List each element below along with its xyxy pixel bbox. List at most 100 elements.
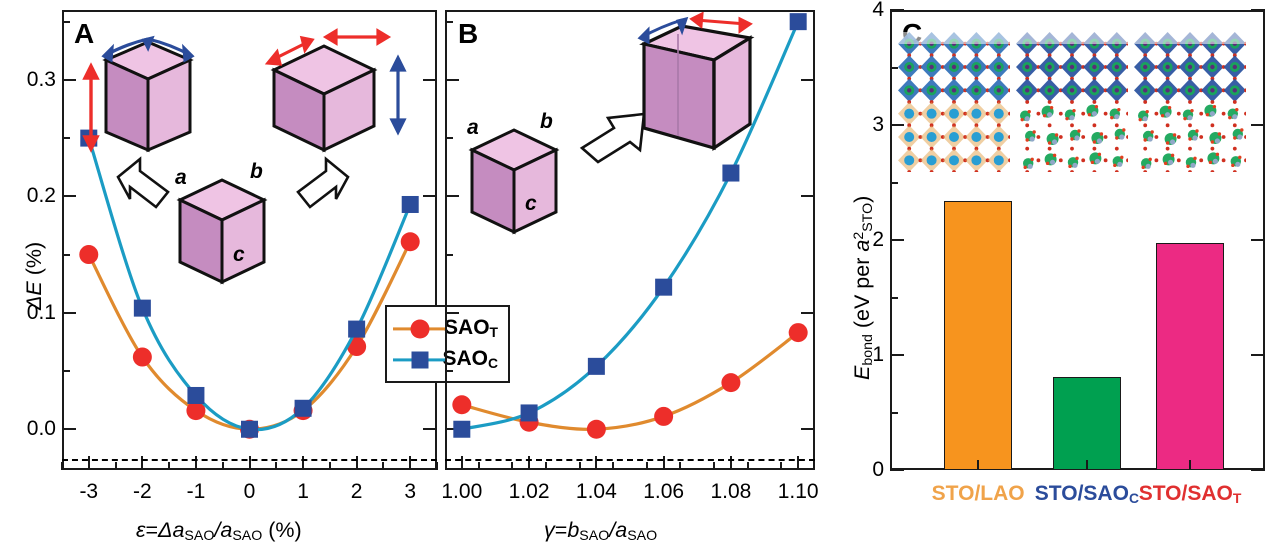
panel-a-xtick-minor <box>221 462 224 470</box>
panel-b-xticklabel: 1.04 <box>575 480 617 503</box>
panel-c-yticklabel: 0 <box>872 458 884 481</box>
panel-b-xtick-minor <box>713 462 716 470</box>
panel-a-data-overlay <box>79 129 420 439</box>
legend-item-sao-c[interactable]: SAOC <box>393 344 498 375</box>
panel-c-bars <box>890 10 1265 470</box>
panel-c-ytick-right <box>1251 469 1265 471</box>
panel-a-ytick <box>62 195 76 198</box>
panel-c-category-label: STO/LAO <box>931 482 1025 505</box>
panel-b-letter: B <box>458 18 479 49</box>
panel-b-inset-label-c: c <box>525 192 537 215</box>
panel-a-zero-line <box>62 459 437 461</box>
panel-a-inset-reference-box <box>176 178 268 285</box>
panel-b-inset-ortho-box <box>637 12 755 151</box>
panel-a-inset-label-a: a <box>175 166 187 189</box>
panel-a-xtick <box>87 456 90 470</box>
legend-item-sao-t[interactable]: SAOT <box>393 313 498 344</box>
panel-a-xticklabel: -2 <box>133 480 152 503</box>
panel-b-data-overlay <box>452 13 808 439</box>
panel-b-xtick <box>460 456 463 470</box>
panel-a-inset-label-b: b <box>250 160 263 183</box>
legend-label-sao-t: SAOT <box>444 316 498 341</box>
panel-a-arrow-left <box>116 156 170 209</box>
panel-a-letter: A <box>74 18 95 49</box>
panel-a-xtick <box>141 456 144 470</box>
panel-b-inset-label-a: a <box>467 116 479 139</box>
panel-b-xtick <box>797 456 800 470</box>
panel-a-ytick <box>62 78 76 81</box>
panel-b-xticklabel: 1.08 <box>710 480 752 503</box>
panel-a-ytick-minor <box>62 370 70 372</box>
panel-b-xticklabel: 1.06 <box>643 480 685 503</box>
panel-a-xtick <box>355 456 358 470</box>
panel-a-xticklabel: -3 <box>79 480 99 503</box>
panel-a-xtick-minor <box>382 462 385 470</box>
panel-b-xtick <box>662 456 665 470</box>
panel-b-ytick-minor <box>445 20 453 23</box>
panel-b-ytick-right <box>801 78 815 81</box>
panel-b-ytick-right <box>801 428 815 431</box>
panel-a-yticklabel: 0.1 <box>26 300 56 324</box>
panel-b-arrow-transform <box>579 112 646 164</box>
panel-b-x-axis-title: γ=bSAO/aSAO <box>544 518 658 545</box>
panel-c-ytick-minor <box>890 181 898 184</box>
panel-c-ytick <box>890 239 904 241</box>
panel-c-category-label: STO/SAOC <box>1034 482 1139 507</box>
panel-a-xticklabel: 1 <box>297 480 309 503</box>
panel-a-inset-tall-box <box>82 35 195 153</box>
panel-c-ytick <box>890 354 904 356</box>
panel-c-yticklabel: 4 <box>872 0 884 21</box>
panel-b-ytick-minor <box>445 137 453 140</box>
panel-a-x-axis-title: ε=ΔaSAO/aSAO (%) <box>136 518 302 545</box>
panel-b-ytick-right <box>801 311 815 314</box>
panel-b-xtick-minor <box>578 462 581 470</box>
panel-a-ytick <box>62 311 76 314</box>
panel-c-bar[interactable] <box>1052 376 1121 470</box>
legend-label-sao-c: SAOC <box>442 347 498 372</box>
panel-a-ytick-minor <box>62 20 70 23</box>
panel-c-yticklabel: 2 <box>872 228 884 251</box>
panel-b-ytick-left <box>445 311 459 314</box>
panel-c-xtick <box>1085 460 1088 470</box>
panel-b-xtick-minor <box>511 462 514 470</box>
panel-c-bar[interactable] <box>1156 243 1224 470</box>
panel-a-inset-label-c: c <box>233 243 245 266</box>
panel-c-ytick <box>890 469 904 471</box>
panel-a-ytick-right <box>423 78 437 81</box>
panel-b-xtick-minor <box>679 462 682 470</box>
panel-a-yticklabel: 0.0 <box>26 417 56 441</box>
panel-c-inset-sto-lao <box>898 32 1012 174</box>
panel-b-plot-frame <box>445 10 815 470</box>
panel-a-xtick <box>409 456 412 470</box>
panel-c-ytick-right <box>1251 124 1265 126</box>
panel-c-inset-sto-saot <box>1134 32 1248 174</box>
panel-a-arrow-right <box>296 156 350 209</box>
panel-a-yticklabel: 0.2 <box>26 184 56 208</box>
panel-b-inset-reference-box <box>468 128 560 235</box>
panel-b-xtick-minor <box>645 462 648 470</box>
panel-a-xtick <box>194 456 197 470</box>
panel-b-ytick-left <box>445 428 459 431</box>
panel-b-xtick-minor <box>746 462 749 470</box>
panel-a-ytick-right <box>423 195 437 198</box>
panel-a-xtick <box>248 456 251 470</box>
panel-a-ytick-minor <box>62 253 70 256</box>
panel-b-xtick <box>595 456 598 470</box>
panel-c-ytick-minor <box>890 411 898 414</box>
panel-a: A ΔE (%) ε=ΔaSAO/aSAO (%) -3 -2 -1 0 1 2 3 0.0 0… <box>0 0 510 553</box>
panel-c-xtick <box>1189 460 1191 470</box>
panel-c-ytick-minor <box>890 66 898 69</box>
legend-symbol-sao-t <box>393 318 447 340</box>
panel-c-ytick <box>890 124 904 126</box>
panel-b-ytick-left <box>445 195 459 198</box>
panel-a-xticklabel: 0 <box>243 480 256 503</box>
panel-b-ytick-left <box>445 78 459 81</box>
panel-b: B γ=bSAO/aSAO 1.00 1.02 1.04 1.06 1.08 1.10 a… <box>440 0 830 553</box>
panel-c-ytick-right <box>1251 9 1265 11</box>
legend-marker-square <box>411 351 429 368</box>
panel-a-xticklabel: 2 <box>350 480 363 503</box>
panel-c-bar[interactable] <box>944 200 1013 470</box>
panel-a-ytick-minor <box>62 137 70 140</box>
